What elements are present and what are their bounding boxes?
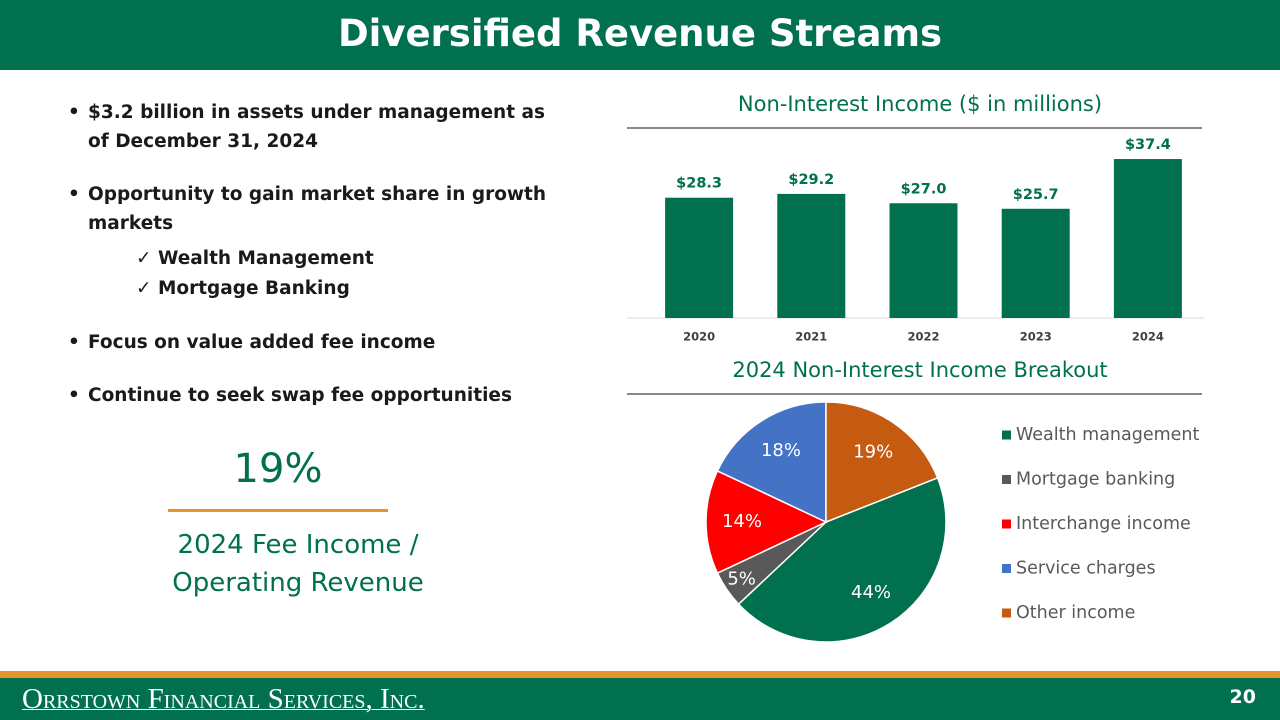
legend-label: Wealth management <box>1016 425 1200 445</box>
slice-label: 19% <box>853 442 893 463</box>
check-item: ✓ Mortgage Banking <box>136 278 350 299</box>
slice-label: 5% <box>727 568 756 589</box>
slide-title: Diversified Revenue Streams <box>0 0 1280 70</box>
x-tick-label: 2024 <box>1132 330 1164 344</box>
pie-slice <box>737 476 947 643</box>
legend-swatch <box>1002 430 1011 440</box>
bullet: Focus on value added fee income <box>68 328 558 357</box>
bullet: Opportunity to gain market share in grow… <box>68 180 558 304</box>
slice-label: 18% <box>761 440 801 461</box>
legend-label: Interchange income <box>1016 514 1191 534</box>
legend-label: Mortgage banking <box>1016 470 1175 490</box>
page-number: 20 <box>1229 686 1256 708</box>
legend-label: Other income <box>1016 603 1135 623</box>
data-label: $28.3 <box>676 176 722 192</box>
bullet-list: $3.2 billion in assets under management … <box>68 98 558 434</box>
bullet-text: Opportunity to gain market share in grow… <box>88 184 547 234</box>
charts: Non-Interest Income ($ in millions) $28.3… <box>627 92 1204 643</box>
highlight-value: 19% <box>233 446 323 492</box>
chart-title: Non-Interest Income ($ in millions) <box>738 92 1102 116</box>
legend-swatch <box>1002 608 1011 618</box>
company-name: Orrstown Financial Services, Inc. <box>22 683 425 715</box>
footer-rule <box>0 671 1280 678</box>
bullet: Continue to seek swap fee opportunities <box>68 381 558 410</box>
highlight-caption: 2024 Fee Income / Operating Revenue <box>172 530 424 598</box>
bar <box>889 203 958 318</box>
slice-label: 44% <box>851 582 891 603</box>
check-list: ✓ Wealth Management ✓ Mortgage Banking <box>136 244 558 304</box>
pie-slice <box>705 469 828 575</box>
legend-label: Service charges <box>1016 559 1156 579</box>
chart-title: 2024 Non-Interest Income Breakout <box>732 358 1107 382</box>
bullet: $3.2 billion in assets under management … <box>68 98 558 156</box>
data-label: $25.7 <box>1013 187 1059 203</box>
highlight-rule <box>168 509 388 512</box>
x-tick-label: 2023 <box>1020 330 1052 344</box>
x-tick-label: 2021 <box>795 330 827 344</box>
data-label: $27.0 <box>901 181 947 197</box>
bar <box>1001 208 1070 318</box>
x-tick-label: 2022 <box>907 330 939 344</box>
pie-slice <box>716 401 827 524</box>
bar <box>1113 159 1182 318</box>
data-label: $37.4 <box>1125 137 1171 153</box>
footer: Orrstown Financial Services, Inc. 20 <box>0 678 1280 720</box>
bar <box>665 197 734 318</box>
slice-label: 14% <box>722 511 762 532</box>
legend-swatch <box>1002 519 1011 529</box>
check-text: Wealth Management <box>157 248 374 269</box>
check-text: Mortgage Banking <box>157 278 350 299</box>
pie-slice <box>825 401 939 524</box>
bar <box>777 193 846 318</box>
x-tick-label: 2020 <box>683 330 715 344</box>
legend-swatch <box>1002 475 1011 484</box>
legend-swatch <box>1002 564 1011 573</box>
check-item: ✓ Wealth Management <box>136 248 374 269</box>
data-label: $29.2 <box>788 172 834 188</box>
